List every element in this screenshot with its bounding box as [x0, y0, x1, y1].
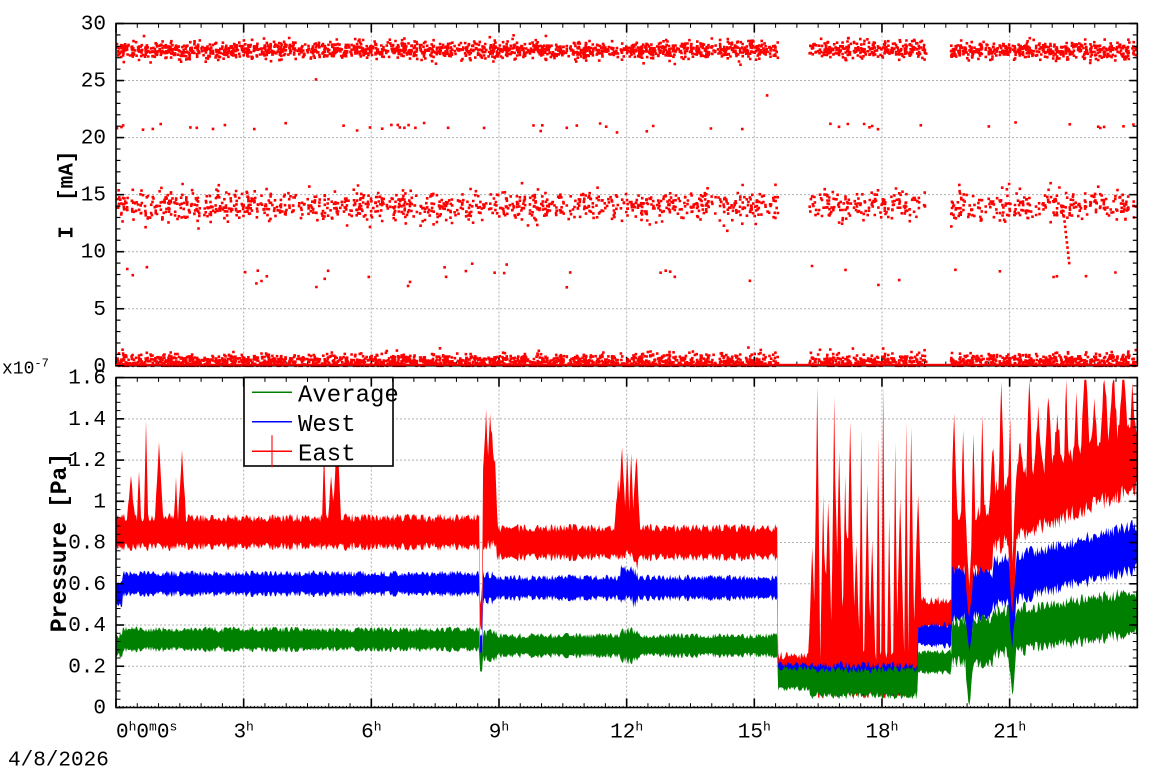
- svg-text:Pressure [Pa]: Pressure [Pa]: [47, 453, 73, 632]
- svg-text:I [mA]: I [mA]: [57, 151, 80, 239]
- svg-text:West: West: [298, 412, 356, 439]
- svg-text:1.4: 1.4: [68, 409, 106, 432]
- svg-text:0h0m0s: 0h0m0s: [116, 719, 177, 745]
- svg-text:Average: Average: [298, 382, 399, 409]
- svg-text:0.6: 0.6: [68, 574, 106, 597]
- svg-text:0.4: 0.4: [68, 615, 106, 638]
- svg-text:30: 30: [81, 14, 106, 37]
- svg-text:East: East: [298, 441, 356, 468]
- svg-text:0.2: 0.2: [68, 656, 106, 679]
- svg-text:10: 10: [81, 242, 106, 265]
- svg-text:4/8/2026: 4/8/2026: [8, 750, 109, 773]
- svg-text:1.6: 1.6: [68, 368, 106, 391]
- svg-text:0: 0: [93, 698, 106, 721]
- svg-text:1: 1: [93, 491, 106, 514]
- svg-text:25: 25: [81, 71, 106, 94]
- svg-text:0.8: 0.8: [68, 533, 106, 556]
- svg-text:20: 20: [81, 128, 106, 151]
- svg-text:5: 5: [93, 299, 106, 322]
- svg-text:1.2: 1.2: [68, 450, 106, 473]
- svg-text:15: 15: [81, 185, 106, 208]
